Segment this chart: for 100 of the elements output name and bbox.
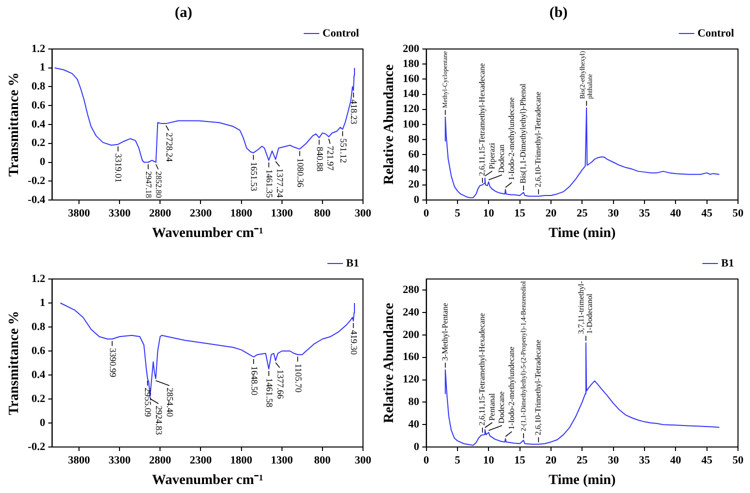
x-tick-label: 25 [576,454,588,466]
annotation: 419.30 [348,330,359,356]
y-tick-label: -0.2 [28,440,46,453]
x-tick-label: 300 [354,207,372,220]
x-tick-label: 2800 [149,454,172,466]
x-tick-label: 35 [638,207,650,220]
y-tick-label: 240 [402,306,420,318]
annotation: 2728.24 [164,132,174,162]
annotation: 2,6,10-Trimethyl-Tetradecane [534,339,543,436]
x-tick-label: 45 [701,454,713,466]
y-tick-label: 140 [402,88,420,100]
annotation: Bis(1,1-Dimethylethyl)-Phenol [518,82,528,184]
x-tick-label: 2300 [190,207,212,220]
annotation: 1-Iodo-2-methylundecane [506,96,516,180]
y-tick-label: 0 [40,156,46,168]
y-tick-label: 280 [402,284,420,296]
y-tick-label: 0.4 [31,118,46,130]
x-axis-title: Time (min) [548,473,616,488]
annotation: Pentanal [487,392,496,421]
y-tick-label: 0.4 [31,368,46,381]
legend-label: Control [322,27,360,40]
y-tick-label: 1 [40,296,46,309]
x-tick-label: 1300 [270,207,294,220]
y-tick-label: 0 [414,440,420,453]
x-tick-label: 5 [454,454,461,466]
x-tick-label: 30 [608,207,620,220]
x-tick-label: 2300 [190,454,212,466]
annotation: 1080.36 [295,158,306,188]
y-tick-label: 80 [408,133,420,146]
x-axis-title: Time (min) [548,226,616,242]
annotation: 2852.80 [154,171,164,198]
y-tick-label: 0.8 [31,320,46,333]
y-axis-title: Relative Abundance [382,302,398,424]
annotation: 3319.01 [114,153,124,183]
y-tick-label: 0.8 [31,80,46,93]
annotation: 2947.18 [144,171,154,198]
annotation: 1461.58 [264,378,274,408]
annotation: 2955.09 [143,388,154,418]
x-tick-label: 3800 [68,207,90,220]
legend-label: B1 [721,257,734,270]
x-axis-title: Wavenumber cm⁻¹ [152,473,264,488]
x-tick-label: 1300 [270,454,294,466]
y-axis-title: Transmittance % [7,310,22,416]
y-tick-label: 0.6 [31,99,46,112]
annotation: Piperazi [487,142,496,170]
x-tick-label: 300 [354,454,372,466]
x-tick-label: 30 [608,454,620,466]
y-tick-label: -0.4 [28,194,46,206]
annotation: 1648.50 [249,366,260,396]
x-tick-label: 5 [454,207,461,220]
annotation: 2,6,11,15-Tetramethyl-Hexadecane [478,62,486,176]
x-tick-label: 0 [424,454,430,466]
y-tick-label: -0.2 [28,174,46,187]
x-tick-label: 800 [314,454,332,466]
x-tick-label: 50 [732,454,744,466]
chart-title: (b) [549,4,568,21]
x-axis-title: Wavenumber cm⁻¹ [152,226,264,242]
annotation: 2,6,11,15-Tetramethyl-Hexadecane [478,312,486,426]
x-tick-label: 45 [701,207,713,220]
x-tick-label: 3300 [108,454,132,466]
x-tick-label: 35 [638,454,650,466]
annotation: 1461.35 [264,169,274,199]
x-tick-label: 1800 [230,207,253,220]
y-tick-label: 0 [40,416,46,429]
y-axis-title: Relative Abundance [382,64,398,185]
y-tick-label: 0.2 [31,392,46,405]
annotation: Dodecan [497,144,506,173]
annotation: 1377.24 [275,168,286,198]
annotation: 721.97 [326,146,336,172]
x-tick-label: 800 [314,207,332,220]
x-tick-label: 3800 [68,454,90,466]
annotation: 1105.70 [293,364,304,394]
y-tick-label: 80 [408,396,420,408]
y-tick-label: 0.2 [31,137,46,150]
x-tick-label: 20 [545,454,557,466]
x-tick-label: 3300 [108,207,132,220]
x-tick-label: 10 [483,454,495,466]
x-tick-label: 15 [514,207,526,220]
x-tick-label: 0 [424,207,430,220]
y-tick-label: 180 [402,58,420,70]
y-tick-label: 1 [40,62,46,74]
y-tick-label: 100 [402,118,420,130]
y-tick-label: 40 [408,418,420,430]
y-axis-title: Transmittance % [7,72,22,177]
x-tick-label: 40 [670,207,682,220]
legend-label: B1 [346,257,360,270]
annotation: 1651.53 [249,162,260,192]
annotation: Dodecane [497,391,506,424]
y-tick-label: 1.2 [31,42,46,55]
y-tick-label: 60 [408,148,420,161]
y-tick-label: 200 [402,42,420,55]
y-tick-label: 120 [402,103,420,116]
x-tick-label: 50 [732,207,744,220]
x-tick-label: 15 [514,454,526,466]
x-tick-label: 20 [545,207,557,220]
y-tick-label: 160 [402,351,420,364]
x-tick-label: 1800 [230,454,253,466]
annotation: 3-Methyl-Pentane [440,302,450,361]
y-tick-label: 0 [414,194,420,206]
chart-title: (a) [174,4,192,21]
